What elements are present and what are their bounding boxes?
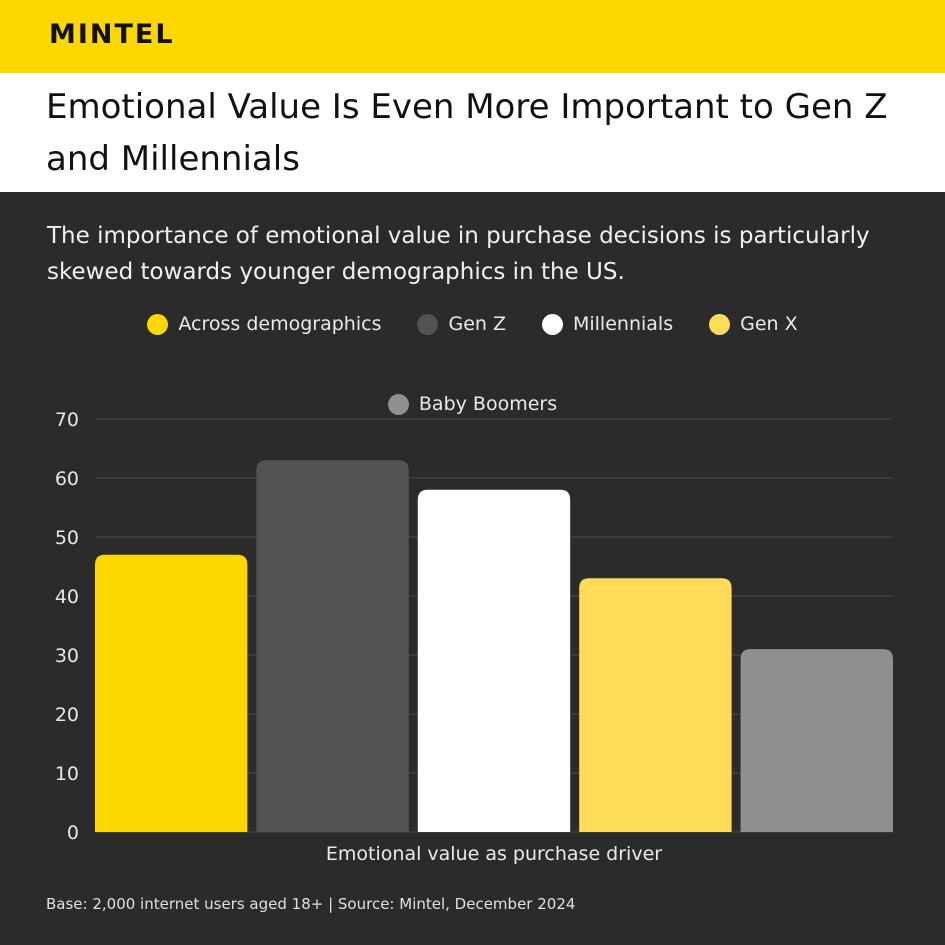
y-tick-label: 10 (55, 763, 79, 785)
y-tick-label: 50 (55, 527, 79, 549)
legend-item: Gen Z (417, 308, 506, 340)
y-tick-label: 20 (55, 704, 79, 726)
brand-bar: MINTEL (0, 0, 945, 73)
y-tick-label: 40 (55, 586, 79, 608)
bar-gen-z (256, 460, 409, 832)
legend-item: Gen X (709, 308, 798, 340)
legend-item: Across demographics (147, 308, 381, 340)
legend-label: Gen Z (448, 313, 506, 335)
legend-label: Across demographics (178, 313, 382, 335)
page-title: Emotional Value Is Even More Important t… (46, 87, 888, 179)
y-tick-label: 70 (55, 409, 79, 431)
legend-label: Baby Boomers (418, 393, 558, 415)
source-note: Base: 2,000 internet users aged 18+ | So… (46, 895, 576, 913)
y-tick-label: 30 (55, 645, 79, 667)
y-tick-label: 0 (67, 822, 79, 844)
chart-legend: Across demographics Gen Z Millennials Gen X… (0, 308, 945, 420)
x-axis-label: Emotional value as purchase driver (326, 843, 662, 865)
legend-item: Baby Boomers (387, 388, 558, 420)
legend-swatch (147, 313, 169, 335)
bar-gen-x (579, 578, 732, 832)
legend-swatch (709, 313, 731, 335)
bar-millennials (417, 489, 571, 832)
legend-swatch (541, 313, 563, 335)
bar-chart: 0 10 20 30 40 50 60 70 Emotional value as purcha… (55, 409, 893, 865)
bar-across-demographics (95, 554, 248, 832)
y-tick-label: 60 (55, 468, 79, 490)
mintel-logo: MINTEL (49, 19, 175, 50)
bar-baby-boomers (740, 649, 893, 832)
legend-label: Millennials (572, 313, 674, 335)
legend-swatch (387, 393, 409, 415)
chart-subtitle: The importance of emotional value in pur… (47, 223, 870, 285)
title-band: Emotional Value Is Even More Important t… (0, 73, 945, 192)
legend-swatch (417, 313, 439, 335)
legend-label: Gen X (740, 313, 798, 335)
legend-item: Millennials (541, 308, 674, 340)
